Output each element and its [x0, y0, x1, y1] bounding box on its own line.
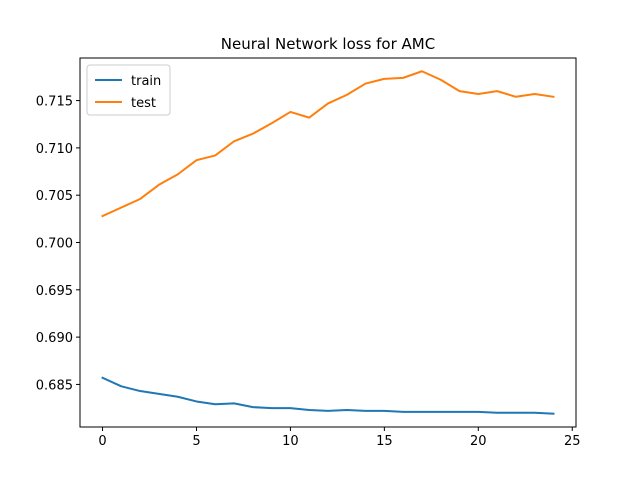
x-tick-label: 0 [98, 434, 106, 449]
y-tick-label: 0.685 [36, 378, 73, 393]
legend-label-train: train [131, 74, 161, 89]
x-tick-label: 15 [376, 434, 393, 449]
series-layer [101, 70, 555, 415]
x-tick-label: 10 [282, 434, 299, 449]
y-tick-label: 0.690 [36, 331, 73, 346]
legend-label-test: test [131, 96, 156, 111]
x-tick-label: 5 [192, 434, 200, 449]
y-axis-ticks: 0.685 0.690 0.695 0.700 0.705 0.710 0.715 [36, 95, 80, 393]
legend-box [86, 64, 171, 116]
x-tick-label: 25 [564, 434, 581, 449]
y-tick-label: 0.705 [36, 189, 73, 204]
series-line-train [101, 376, 555, 415]
y-tick-label: 0.710 [36, 142, 73, 157]
plot-area-frame [79, 57, 577, 428]
x-axis-ticks: 0 5 10 15 20 25 [98, 427, 581, 449]
y-tick-label: 0.715 [36, 95, 73, 110]
series-line-test [101, 70, 555, 218]
chart-title: Neural Network loss for AMC [221, 35, 435, 53]
x-tick-label: 20 [470, 434, 487, 449]
legend: train test [86, 64, 171, 116]
y-tick-label: 0.695 [36, 284, 73, 299]
y-tick-label: 0.700 [36, 237, 73, 252]
